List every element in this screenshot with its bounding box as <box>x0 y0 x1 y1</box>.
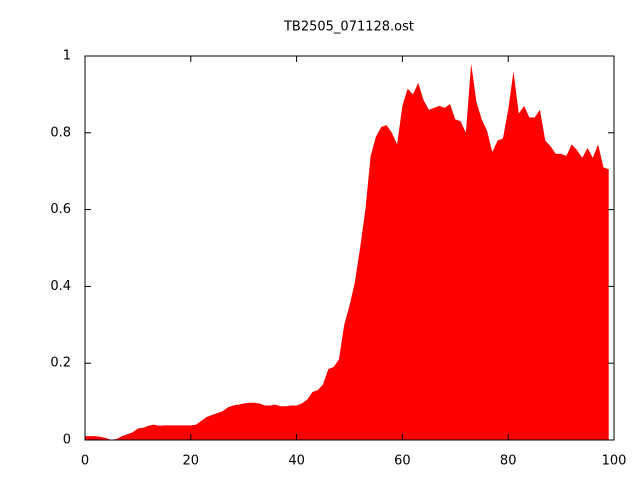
x-tick-label: 100 <box>602 454 627 469</box>
x-tick-label: 60 <box>394 454 411 469</box>
y-tick-label: 0.2 <box>50 356 71 371</box>
area <box>85 63 609 441</box>
plot-border <box>84 55 615 441</box>
y-tick-label: 0.8 <box>50 125 71 140</box>
x-tick-label: 40 <box>288 454 305 469</box>
y-tick-label: 0 <box>63 433 71 448</box>
y-tick-label: 1 <box>63 49 71 64</box>
chart-title: TB2505_071128.ost <box>283 20 414 35</box>
x-tick-label: 0 <box>81 454 89 469</box>
x-tick-label: 20 <box>183 454 200 469</box>
y-tick-label: 0.6 <box>50 202 71 217</box>
y-tick-label: 0.4 <box>50 279 71 294</box>
x-tick-label: 80 <box>500 454 517 469</box>
